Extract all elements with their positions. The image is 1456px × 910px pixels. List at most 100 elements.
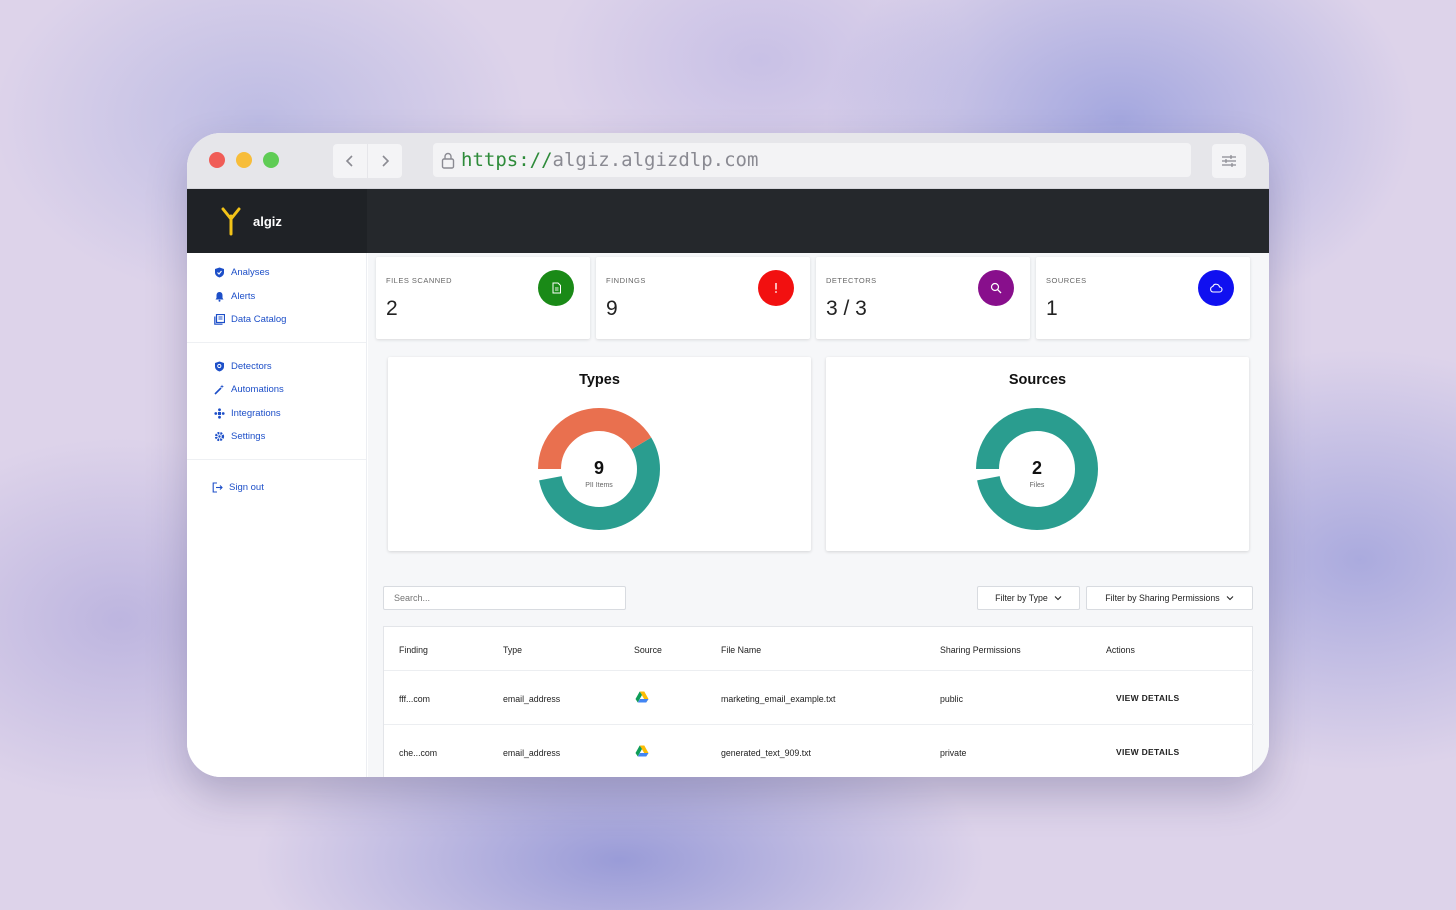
close-window-button[interactable] <box>209 152 225 168</box>
back-button[interactable] <box>333 144 367 178</box>
lock-icon <box>441 152 455 169</box>
minimize-window-button[interactable] <box>236 152 252 168</box>
sidebar-primary-group: Analyses Alerts Data Catalog <box>187 253 366 343</box>
url-host: algiz.algizdlp.com <box>552 149 759 171</box>
browser-toolbar: https://algiz.algizdlp.com <box>187 133 1269 189</box>
sidebar-item-label: Analyses <box>231 267 270 279</box>
app-header: algiz <box>187 189 1269 253</box>
sidebar-item-automations[interactable]: Automations <box>187 378 366 402</box>
types-donut-segment-0[interactable] <box>538 408 660 530</box>
sources-chart-title: Sources <box>1008 372 1067 388</box>
sidebar-item-alerts[interactable]: Alerts <box>187 285 366 309</box>
forward-button[interactable] <box>368 144 402 178</box>
sidebar-item-label: Automations <box>231 384 284 396</box>
stat-card-detectors: DETECTORS 3 / 3 <box>816 257 1030 339</box>
stat-label: SOURCES <box>1046 276 1087 285</box>
chevron-right-icon <box>382 155 390 167</box>
sources-chart-card: Sources 2 Files <box>826 357 1249 551</box>
findings-table: Finding Type Source File Name Sharing Pe… <box>383 626 1254 777</box>
cloud-icon <box>1198 270 1234 306</box>
chevron-down-icon <box>1226 596 1234 601</box>
sources-total-value: 2 <box>1032 458 1042 478</box>
sidebar-item-label: Detectors <box>231 360 272 372</box>
column-header-source[interactable]: Source <box>634 645 662 655</box>
exclamation-icon <box>758 270 794 306</box>
main-content: FILES SCANNED 2 FINDINGS 9 DETECTORS 3 /… <box>368 253 1269 777</box>
sidebar-signout-group: Sign out <box>187 460 366 500</box>
cell-type: email_address <box>503 694 561 704</box>
cell-finding: fff...com <box>399 694 430 704</box>
types-total-label: PII Items <box>585 482 613 489</box>
sidebar-item-label: Sign out <box>229 481 264 493</box>
cell-finding: che...com <box>399 748 438 758</box>
chevron-down-icon <box>1054 596 1062 601</box>
column-header-sharing-permissions[interactable]: Sharing Permissions <box>940 645 1021 655</box>
browser-menu-button[interactable] <box>1212 144 1246 178</box>
cell-type: email_address <box>503 748 561 758</box>
gear-icon <box>214 431 225 442</box>
google-drive-icon <box>635 691 649 705</box>
column-header-actions[interactable]: Actions <box>1106 645 1135 655</box>
column-header-finding[interactable]: Finding <box>399 645 428 655</box>
types-total-value: 9 <box>594 458 604 478</box>
maximize-window-button[interactable] <box>263 152 279 168</box>
magic-wand-icon <box>214 384 225 395</box>
stat-value: 2 <box>386 297 398 320</box>
address-bar[interactable]: https://algiz.algizdlp.com <box>433 143 1191 177</box>
sidebar-item-data-catalog[interactable]: Data Catalog <box>187 308 366 332</box>
stat-value: 3 / 3 <box>826 297 867 320</box>
sidebar-item-settings[interactable]: Settings <box>187 425 366 449</box>
google-drive-icon <box>635 745 649 759</box>
cell-sharing: private <box>940 748 967 758</box>
stat-value: 1 <box>1046 297 1058 320</box>
browser-window: https://algiz.algizdlp.com algiz <box>187 133 1269 777</box>
row-divider <box>384 670 1254 671</box>
sidebar-item-analyses[interactable]: Analyses <box>187 261 366 285</box>
document-icon <box>538 270 574 306</box>
sources-donut-segment-0[interactable] <box>976 408 1098 530</box>
sources-donut-chart: 2 Files <box>976 408 1098 530</box>
cell-sharing: public <box>940 694 963 704</box>
cell-file-name: marketing_email_example.txt <box>721 694 836 704</box>
column-header-type[interactable]: Type <box>503 645 523 655</box>
brand-name: algiz <box>253 213 282 229</box>
shield-search-icon <box>214 361 225 372</box>
sidebar-item-label: Settings <box>231 431 266 443</box>
view-details-button[interactable]: VIEW DETAILS <box>1116 693 1180 703</box>
stat-label: DETECTORS <box>826 276 877 285</box>
sidebar: Analyses Alerts Data Catalog Detectors A… <box>187 253 367 777</box>
brand-logo[interactable]: algiz <box>187 189 367 253</box>
types-chart-title: Types <box>579 372 620 388</box>
filter-by-type-dropdown[interactable]: Filter by Type <box>977 586 1080 610</box>
bell-icon <box>214 291 225 302</box>
shield-icon <box>214 267 225 278</box>
integrations-icon <box>214 408 225 419</box>
types-donut-chart: 9 PII Items <box>538 408 660 530</box>
sidebar-item-detectors[interactable]: Detectors <box>187 355 366 379</box>
search-icon <box>978 270 1014 306</box>
sign-out-button[interactable]: Sign out <box>187 476 366 500</box>
view-details-button[interactable]: VIEW DETAILS <box>1116 747 1180 757</box>
chevron-left-icon <box>345 155 353 167</box>
stat-label: FINDINGS <box>606 276 646 285</box>
filter-by-type-label: Filter by Type <box>995 593 1048 603</box>
algiz-rune-icon <box>221 207 241 236</box>
cell-file-name: generated_text_909.txt <box>721 748 811 758</box>
types-chart-card: Types 9 PII Items <box>388 357 811 551</box>
stat-card-findings: FINDINGS 9 <box>596 257 810 339</box>
sidebar-item-integrations[interactable]: Integrations <box>187 402 366 426</box>
stat-card-files-scanned: FILES SCANNED 2 <box>376 257 590 339</box>
filter-by-sharing-dropdown[interactable]: Filter by Sharing Permissions <box>1086 586 1253 610</box>
types-donut-segment-1[interactable] <box>538 408 660 530</box>
search-input[interactable] <box>383 586 626 610</box>
row-divider <box>384 724 1254 725</box>
sliders-icon <box>1222 155 1236 167</box>
sidebar-secondary-group: Detectors Automations Integrations Setti… <box>187 343 366 460</box>
stat-card-sources: SOURCES 1 <box>1036 257 1250 339</box>
stat-value: 9 <box>606 297 618 320</box>
filter-by-sharing-label: Filter by Sharing Permissions <box>1105 593 1220 603</box>
catalog-icon <box>214 314 225 326</box>
stat-label: FILES SCANNED <box>386 276 453 285</box>
column-header-file-name[interactable]: File Name <box>721 645 762 655</box>
sidebar-item-label: Alerts <box>231 290 256 302</box>
